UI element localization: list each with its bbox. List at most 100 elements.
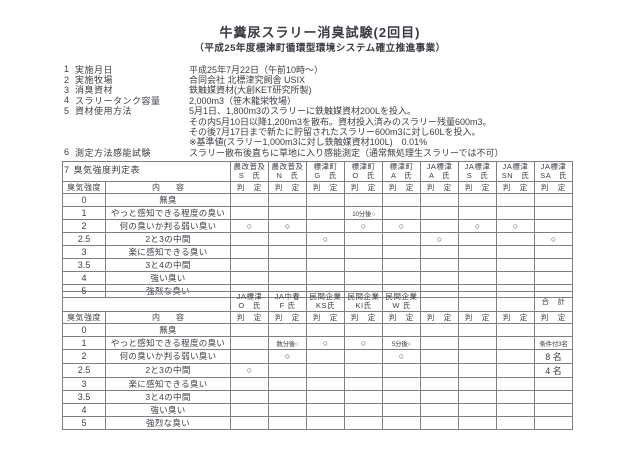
judge-header-cell: JA標津 A 氏 bbox=[420, 161, 459, 182]
mark-cell bbox=[230, 402, 269, 417]
mark-cell bbox=[382, 389, 421, 404]
level-cell: 2 bbox=[62, 218, 106, 233]
info-value: 2,000m3（笹木龍栄牧場） bbox=[189, 95, 297, 106]
judge-person: S 氏 bbox=[466, 171, 489, 181]
judge-header-cell: JA標津 S 氏 bbox=[458, 161, 497, 182]
total-header-cell: 合 計 bbox=[534, 291, 573, 312]
mark-cell bbox=[420, 335, 459, 350]
mark-cell bbox=[230, 192, 269, 207]
table-row: 4 強い臭い bbox=[62, 402, 573, 417]
mark-cell bbox=[382, 192, 421, 207]
table-row: 4 強い臭い bbox=[62, 270, 573, 285]
mark-cell bbox=[458, 257, 497, 272]
mark-cell bbox=[268, 376, 307, 391]
info-line: 5 資材使用方法 5月1日、1,800m3のスラリーに鉄触媒資材200Lを投入。 bbox=[64, 106, 632, 117]
info-number: 3 bbox=[64, 84, 70, 95]
desc-cell: 何の臭いか判る弱い臭い bbox=[105, 218, 231, 233]
mark-cell bbox=[344, 270, 383, 285]
mark-cell bbox=[382, 376, 421, 391]
mark-cell bbox=[268, 322, 307, 337]
level-cell: 5 bbox=[62, 415, 106, 430]
mark-cell bbox=[306, 270, 345, 285]
info-line: その後7月17日まで新たに貯留されたスラリー600m3に対し60Lを投入。 bbox=[64, 126, 632, 137]
mark-cell bbox=[534, 218, 573, 233]
judge-header-cell: 標津町 O 氏 bbox=[344, 161, 383, 182]
mark-cell bbox=[496, 231, 535, 246]
mark-cell bbox=[344, 348, 383, 364]
mark-cell bbox=[458, 322, 497, 337]
info-number: 4 bbox=[64, 95, 70, 106]
mark-cell bbox=[344, 415, 383, 430]
judge-person: O 氏 bbox=[238, 301, 261, 311]
mark-cell bbox=[306, 322, 345, 337]
desc-cell: 2と3の中間 bbox=[105, 231, 231, 246]
mark-cell: ○ bbox=[458, 218, 497, 233]
mark-cell bbox=[496, 389, 535, 404]
judge-org: 民間企業 bbox=[309, 292, 342, 301]
mark-cell bbox=[230, 335, 269, 350]
judge-label-cell: 判 定 bbox=[230, 180, 269, 194]
mark-cell bbox=[458, 231, 497, 246]
table-row: 1 やっと感知できる程度の臭い 10分後○ bbox=[62, 205, 573, 220]
judge-label-cell: 判 定 bbox=[382, 310, 421, 324]
level-cell: 2 bbox=[62, 348, 106, 364]
table-corner bbox=[62, 161, 231, 182]
mark-cell: ○ bbox=[382, 348, 421, 364]
odor-rating-table-2: JA標津 O 氏 JA中春 F 氏民間企業 KS氏 民間企業 KI氏 民間企業 W 氏合 計臭気… bbox=[62, 291, 573, 430]
mark-cell bbox=[534, 244, 573, 259]
mark-cell bbox=[420, 322, 459, 337]
desc-cell: 3と4の中間 bbox=[105, 257, 231, 272]
mark-cell bbox=[496, 402, 535, 417]
mark-cell bbox=[496, 322, 535, 337]
info-number: 2 bbox=[64, 74, 70, 85]
desc-cell: 無臭 bbox=[105, 192, 231, 207]
judge-header-cell: 農改普及 N 氏 bbox=[268, 161, 307, 182]
judge-label-cell: 判 定 bbox=[268, 180, 307, 194]
total-judge-label-cell: 判 定 bbox=[534, 310, 573, 324]
judge-person: A 氏 bbox=[428, 171, 451, 181]
mark-cell bbox=[458, 270, 497, 285]
info-value: 鉄触媒資材(大創KET研究所製) bbox=[189, 85, 312, 96]
mark-cell bbox=[496, 244, 535, 259]
mark-cell bbox=[344, 402, 383, 417]
mark-cell bbox=[230, 348, 269, 364]
judge-person: KS氏 bbox=[315, 301, 335, 311]
info-value: 5月1日、1,800m3のスラリーに鉄触媒資材200Lを投入。 bbox=[189, 106, 417, 117]
desc-cell: やっと感知できる程度の臭い bbox=[105, 335, 231, 350]
mark-cell bbox=[420, 257, 459, 272]
judge-header-cell: 民間企業 KI氏 bbox=[344, 291, 383, 312]
info-label: 測定方法感能試験 bbox=[75, 147, 152, 158]
mark-cell bbox=[268, 257, 307, 272]
mark-cell: ○ bbox=[420, 231, 459, 246]
judge-label-cell: 判 定 bbox=[382, 180, 421, 194]
mark-cell bbox=[420, 205, 459, 220]
mark-cell bbox=[344, 192, 383, 207]
mark-cell: ○ bbox=[306, 335, 345, 350]
mark-cell bbox=[306, 348, 345, 364]
judge-org: JA標津 bbox=[502, 162, 529, 171]
mark-cell bbox=[458, 389, 497, 404]
mark-cell bbox=[306, 218, 345, 233]
mark-cell: 数分後○ bbox=[268, 335, 307, 350]
mark-cell bbox=[382, 205, 421, 220]
mark-cell bbox=[268, 415, 307, 430]
mark-cell bbox=[458, 376, 497, 391]
mark-cell bbox=[496, 335, 535, 350]
info-number: 6 bbox=[64, 147, 70, 158]
mark-cell bbox=[344, 257, 383, 272]
mark-cell bbox=[230, 415, 269, 430]
level-cell: 3.5 bbox=[62, 389, 106, 404]
mark-cell: ○ bbox=[344, 218, 383, 233]
mark-cell bbox=[458, 192, 497, 207]
info-value: スラリー散布後直ちに草地に入り感能測定（通常無処理生スラリーでは不可） bbox=[189, 147, 504, 158]
mark-cell: 10分後○ bbox=[344, 205, 383, 220]
level-cell: 3.5 bbox=[62, 257, 106, 272]
info-line: ※基準値(スラリー1,000m3に対し鉄触媒資材100L) 0.01% bbox=[64, 137, 632, 147]
mark-cell bbox=[230, 205, 269, 220]
judge-org: 農改普及 bbox=[271, 162, 304, 171]
judge-person: G 氏 bbox=[314, 171, 337, 181]
level-cell: 4 bbox=[62, 270, 106, 285]
table-row: 3 楽に感知できる臭い bbox=[62, 244, 573, 259]
mark-cell bbox=[268, 402, 307, 417]
info-value: 平成25年7月22日（午前10時～） bbox=[189, 64, 324, 75]
